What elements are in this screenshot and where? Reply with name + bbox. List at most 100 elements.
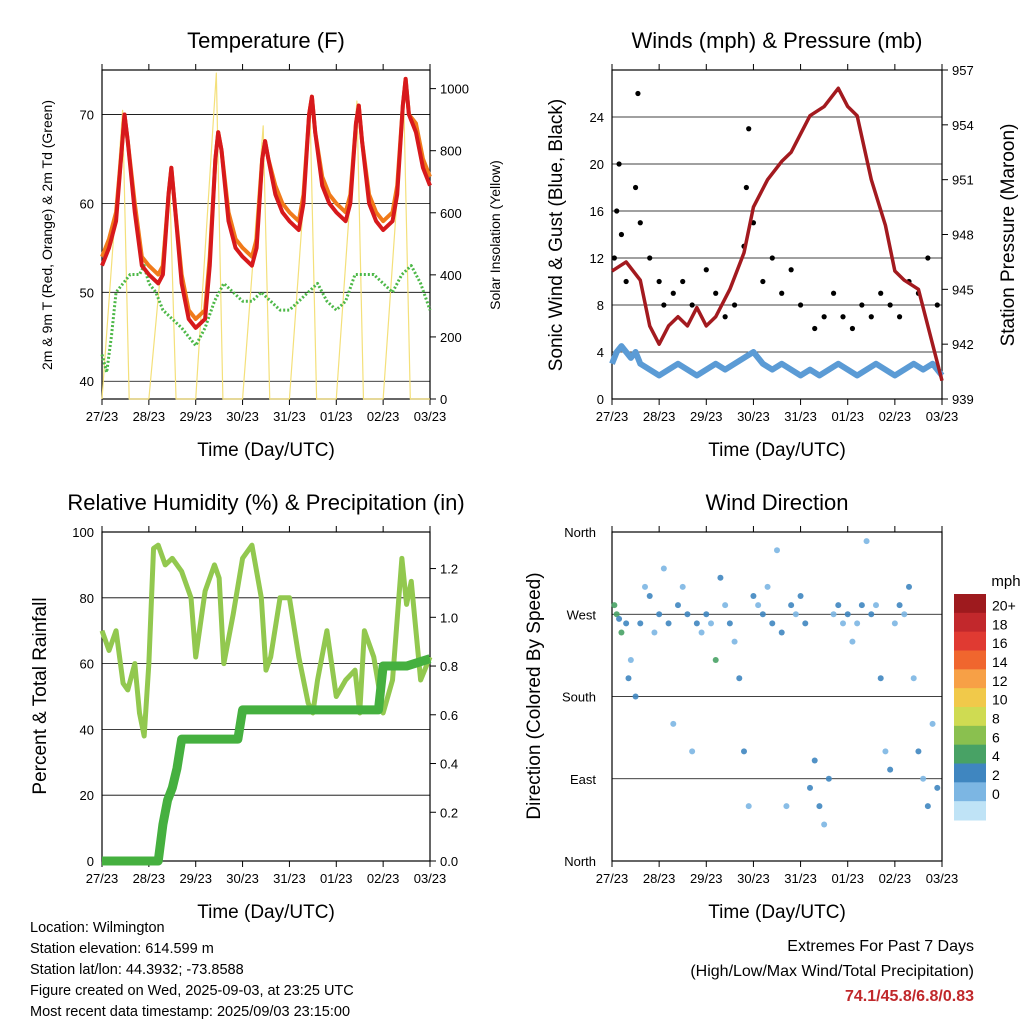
x-axis-label: Time (Day/UTC)	[197, 440, 335, 461]
direction-point	[708, 620, 714, 627]
gust-point	[925, 255, 931, 261]
y-tick-label-right: 954	[952, 118, 974, 133]
direction-point	[670, 720, 677, 727]
x-axis-label: Time (Day/UTC)	[708, 902, 846, 923]
y-tick-label-right: 948	[952, 228, 974, 243]
x-tick-label: 28/23	[643, 871, 676, 886]
colorbar-label: 20+	[992, 597, 1016, 613]
direction-point	[651, 629, 658, 636]
colorbar-label: 6	[992, 729, 1000, 745]
y-tick-label: North	[564, 525, 596, 540]
x-tick-label: 03/23	[926, 409, 959, 424]
colorbar-label: 10	[992, 692, 1008, 708]
direction-point	[698, 629, 705, 636]
chart-title: Relative Humidity (%) & Precipitation (i…	[67, 490, 464, 515]
y-tick-label: 0	[597, 392, 604, 407]
colorbar-swatch	[954, 707, 986, 727]
direction-point	[873, 602, 879, 609]
x-tick-label: 01/23	[831, 871, 864, 886]
y-tick-label-right: 945	[952, 282, 974, 297]
direction-point	[660, 565, 667, 572]
direction-point	[835, 602, 842, 609]
direction-point	[807, 784, 813, 791]
y-axis-label: Percent & Total Rainfall	[30, 597, 51, 794]
series-rh	[99, 542, 433, 739]
direction-point	[693, 620, 700, 627]
direction-point	[906, 583, 912, 590]
direction-point	[679, 583, 686, 590]
y-tick-label-right: 600	[440, 206, 462, 221]
y-tick-label-right: 1.2	[440, 562, 458, 577]
gust-point	[722, 314, 728, 320]
x-tick-label: 01/23	[831, 409, 864, 424]
gust-point	[689, 302, 695, 308]
gust-point	[611, 255, 617, 261]
x-tick-label: 01/23	[320, 409, 353, 424]
direction-point	[755, 602, 762, 609]
direction-point	[811, 757, 818, 764]
extremes-title: Extremes For Past 7 Days	[787, 938, 974, 955]
series-pressure	[611, 86, 944, 382]
colorbar-swatch	[954, 631, 986, 651]
y-tick-label: 8	[597, 298, 604, 313]
extremes-values: 74.1/45.8/6.8/0.83	[845, 988, 974, 1005]
y-tick-label: 50	[80, 285, 94, 300]
direction-point	[613, 611, 620, 618]
colorbar-title: mph	[991, 573, 1020, 590]
colorbar-swatch	[954, 744, 986, 764]
y-tick-label-right: 951	[952, 173, 974, 188]
direction-point	[896, 602, 903, 609]
gust-point	[637, 220, 643, 226]
gust-point	[680, 278, 686, 285]
x-tick-label: 28/23	[643, 409, 676, 424]
direction-point	[623, 620, 630, 627]
colorbar-swatch	[954, 594, 986, 614]
direction-point	[840, 620, 846, 627]
gust-point	[779, 290, 785, 296]
y-tick-label: 20	[590, 157, 604, 172]
x-axis-label: Time (Day/UTC)	[708, 440, 846, 461]
gust-point	[868, 314, 874, 320]
direction-point	[750, 592, 757, 599]
direction-point	[783, 803, 790, 810]
gust-point	[769, 255, 775, 261]
direction-point	[844, 611, 851, 618]
x-tick-label: 29/23	[179, 871, 212, 886]
direction-point	[637, 620, 644, 627]
station-info: Location: Wilmington Station elevation: …	[30, 918, 354, 1023]
panel-2	[611, 64, 943, 405]
direction-point	[830, 611, 837, 618]
x-tick-label: 29/23	[690, 409, 723, 424]
y-axis-label: Sonic Wind & Gust (Blue, Black)	[546, 99, 567, 371]
y-tick-label-right: 800	[440, 144, 462, 159]
direction-point	[863, 538, 870, 545]
gust-point	[618, 231, 625, 238]
direction-point	[745, 803, 752, 810]
x-tick-label: 31/23	[273, 409, 306, 424]
direction-point	[646, 592, 653, 599]
colorbar-label: 4	[992, 748, 1000, 764]
elevation-text: Station elevation: 614.599 m	[30, 941, 214, 957]
y-tick-label: 24	[590, 110, 604, 125]
x-tick-label: 01/23	[320, 871, 353, 886]
y-tick-label: 60	[80, 657, 94, 672]
direction-point	[665, 620, 672, 627]
direction-point	[675, 602, 681, 609]
direction-point	[632, 693, 639, 700]
colorbar-label: 2	[992, 767, 1000, 783]
colorbar-label: 14	[992, 654, 1008, 670]
direction-point	[741, 748, 747, 755]
x-tick-label: 03/23	[414, 871, 447, 886]
gust-point	[840, 314, 846, 320]
direction-point	[712, 656, 719, 663]
colorbar-label: 12	[992, 673, 1008, 689]
gust-point	[821, 314, 827, 320]
direction-point	[797, 592, 804, 599]
direction-point	[788, 602, 795, 609]
colorbar-swatch	[954, 650, 986, 670]
gust-point	[934, 302, 940, 308]
y-tick-label: 80	[80, 591, 94, 606]
direction-point	[642, 583, 648, 590]
gust-point	[812, 325, 818, 332]
x-tick-label: 03/23	[414, 409, 447, 424]
